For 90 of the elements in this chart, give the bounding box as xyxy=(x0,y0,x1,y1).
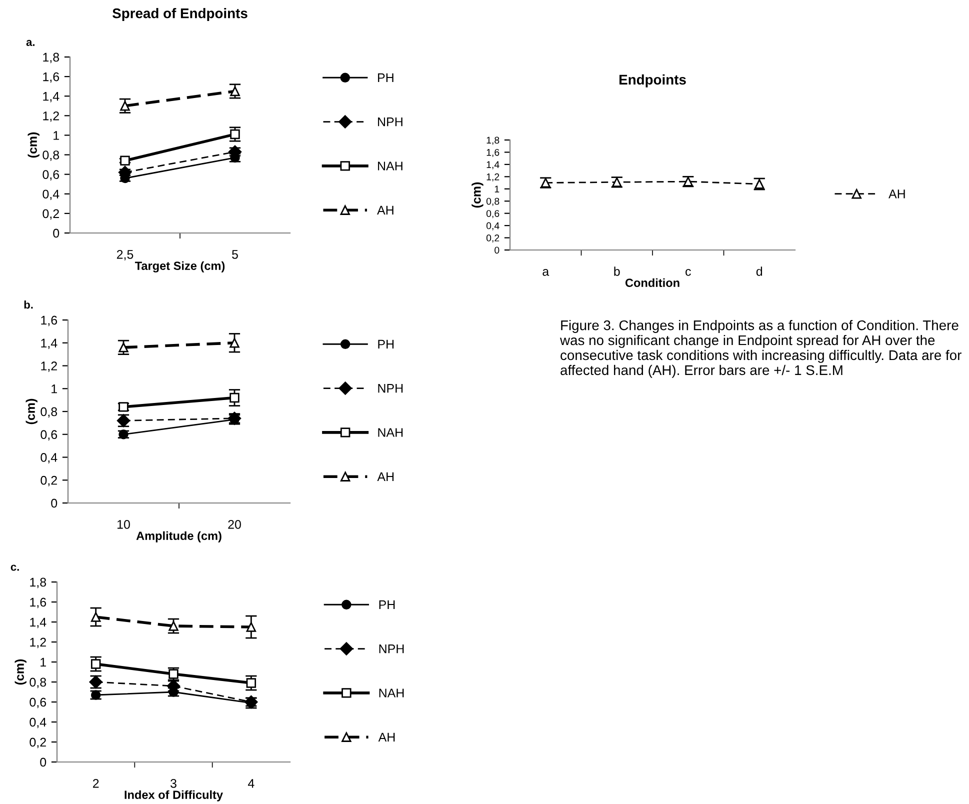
y-tick-label: 0,8 xyxy=(30,678,46,688)
point xyxy=(90,612,101,622)
legend-label: PH xyxy=(378,340,394,349)
legend-label: PH xyxy=(379,600,395,610)
legend-label: PH xyxy=(378,73,394,82)
y-tick-label: 1,2 xyxy=(30,638,46,648)
x-axis-title: Amplitude (cm) xyxy=(136,531,222,542)
y-tick-label: 1,8 xyxy=(30,578,46,588)
y-tick-label: 0,2 xyxy=(40,476,57,486)
y-tick-label: 1,8 xyxy=(486,136,500,145)
point xyxy=(168,669,178,679)
x-tick-label: 5 xyxy=(232,250,238,259)
x-tick-label: 10 xyxy=(118,520,130,529)
legend-label: AH xyxy=(378,732,395,742)
y-tick-label: 0,4 xyxy=(42,190,60,200)
legend-label: NAH xyxy=(378,162,402,170)
x-tick-label: 2,5 xyxy=(116,250,134,260)
legend-label: NPH xyxy=(379,644,404,654)
y-tick-label: 0,4 xyxy=(30,718,46,728)
y-tick-label: 0,6 xyxy=(40,430,58,441)
y-tick-label: 1,4 xyxy=(41,338,58,350)
y-tick-label: 1,6 xyxy=(30,598,46,608)
point xyxy=(230,392,240,403)
y-tick-label: 1,8 xyxy=(43,52,60,64)
text: a. xyxy=(26,40,34,46)
chart-title: Endpoints xyxy=(619,74,686,88)
y-axis-title: (cm) xyxy=(28,132,40,158)
y-tick-label: 0,8 xyxy=(40,407,58,418)
y-axis-title: (cm) xyxy=(472,182,484,208)
y-tick-label: 1,4 xyxy=(486,161,500,170)
y-axis-title: (cm) xyxy=(26,398,38,424)
y-tick-label: 1,2 xyxy=(486,173,500,182)
y-tick-label: 1,2 xyxy=(43,111,59,122)
legend-label: AH xyxy=(377,472,394,481)
y-tick-label: 0 xyxy=(40,758,46,767)
text: b. xyxy=(24,300,33,309)
y-tick-label: 1,2 xyxy=(41,362,57,372)
legend-label: NPH xyxy=(378,384,403,393)
x-tick-label: 3 xyxy=(170,778,176,788)
x-axis-title: Condition xyxy=(625,278,680,287)
point xyxy=(230,338,240,348)
y-tick-label: 0,6 xyxy=(30,698,46,708)
point xyxy=(230,86,240,96)
y-tick-label: 0 xyxy=(53,228,60,238)
y-tick-label: 0,4 xyxy=(486,222,500,230)
point xyxy=(90,659,101,669)
point xyxy=(246,622,256,632)
point xyxy=(230,129,240,140)
y-tick-label: 1 xyxy=(494,186,500,192)
legend-label: NAH xyxy=(378,428,403,437)
y-tick-label: 0,2 xyxy=(30,738,46,748)
y-tick-label: 0,8 xyxy=(486,198,500,206)
x-tick-label: a xyxy=(542,269,550,276)
y-tick-label: 0,6 xyxy=(42,170,60,180)
text: c. xyxy=(10,564,19,571)
point xyxy=(120,156,130,166)
y-tick-label: 1,4 xyxy=(43,92,60,102)
caption: Figure 3. Changes in Endpoints as a function of Condition. There was no significant change in Endpoint spread for AH over the consecutive task conditions with increasing difficultly. Data are for affected hand (AH). Error bars are +/- 1 S.E.M xyxy=(560,320,962,378)
x-axis-title: Index of Difficulty xyxy=(124,790,223,802)
x-tick-label: 20 xyxy=(228,520,241,529)
legend-label: NPH xyxy=(378,118,402,126)
y-tick-label: 0 xyxy=(494,246,500,254)
legend-label: AH xyxy=(888,190,905,198)
y-tick-label: 1,6 xyxy=(486,148,500,157)
legend-label: NAH xyxy=(379,688,404,698)
y-tick-label: 0 xyxy=(51,498,58,508)
point xyxy=(246,678,256,688)
x-tick-label: d xyxy=(756,266,762,276)
y-tick-label: 0,6 xyxy=(486,210,500,218)
y-tick-label: 0,2 xyxy=(42,209,59,220)
legend-label: AH xyxy=(377,206,394,214)
point xyxy=(168,621,178,631)
point xyxy=(118,342,128,352)
x-tick-label: b xyxy=(614,266,620,276)
x-tick-label: c xyxy=(686,269,691,276)
x-tick-label: 2 xyxy=(92,778,99,788)
y-tick-label: 1 xyxy=(54,131,59,140)
y-tick-label: 1 xyxy=(52,384,57,394)
y-tick-label: 1,6 xyxy=(41,316,58,326)
y-tick-label: 1,6 xyxy=(43,72,60,83)
x-axis-title: Target Size (cm) xyxy=(134,261,225,272)
y-tick-label: 1,4 xyxy=(30,618,46,628)
point xyxy=(120,101,130,111)
y-axis-title: (cm) xyxy=(14,659,26,685)
x-tick-label: 4 xyxy=(248,779,254,788)
y-tick-label: 0,8 xyxy=(42,150,60,161)
y-tick-label: 0,2 xyxy=(486,234,500,243)
y-tick-label: 1 xyxy=(40,658,46,667)
chart-title: Spread of Endpoints xyxy=(112,8,248,21)
y-tick-label: 0,4 xyxy=(40,453,58,464)
